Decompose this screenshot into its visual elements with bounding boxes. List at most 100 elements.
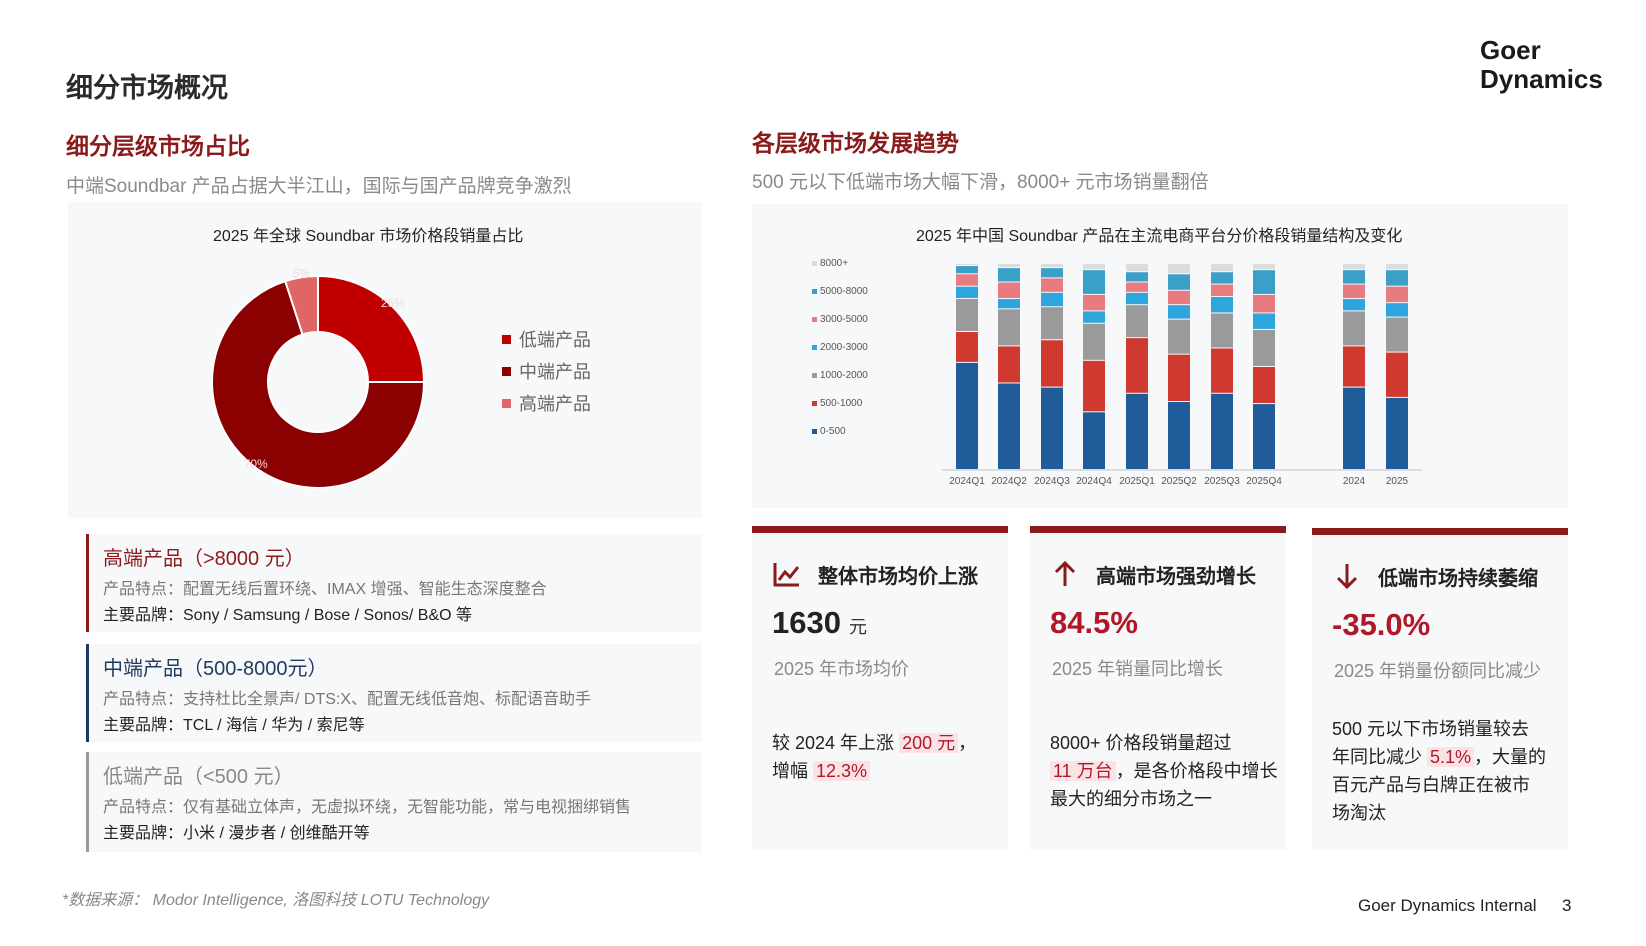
right-section-subtitle: 500 元以下低端市场大幅下滑，8000+ 元市场销量翻倍 — [752, 172, 1209, 193]
bar-segment-2025Q2-1000-2000 — [1168, 319, 1190, 354]
bar-legend-swatch — [812, 317, 817, 322]
bar-segment-2025Q1-3000-5000 — [1126, 282, 1148, 292]
desc-highlight: 5.1% — [1427, 747, 1475, 767]
bar-segment-2024Q3-500-1000 — [1041, 340, 1063, 387]
bar-segment-2025Q1-1000-2000 — [1126, 305, 1148, 338]
bar-legend-swatch — [812, 401, 817, 406]
tier-brands: 主要品牌：TCL / 海信 / 华为 / 索尼等 — [103, 717, 365, 734]
stat-title: 低端市场持续萎缩 — [1378, 567, 1538, 590]
bar-segment-2025-2000-3000 — [1386, 303, 1408, 317]
right-section-title: 各层级市场发展趋势 — [752, 130, 959, 156]
bar-segment-2024Q4-8000+ — [1083, 264, 1105, 270]
tier-card: 中端产品（500-8000元） 产品特点：支持杜比全景声/ DTS:X、配置无线低… — [86, 644, 702, 742]
page-title: 细分市场概况 — [66, 73, 228, 103]
bar-segment-2024-2000-3000 — [1343, 299, 1365, 311]
tier-features: 产品特点：仅有基础立体声，无虚拟环绕，无智能功能，常与电视捆绑销售 — [103, 799, 632, 816]
bar-segment-2024Q4-500-1000 — [1083, 360, 1105, 412]
bar-segment-2025Q2-500-1000 — [1168, 354, 1190, 402]
bar-legend-label: 0-500 — [820, 426, 846, 437]
bar-segment-2025Q3-3000-5000 — [1211, 284, 1233, 296]
x-tick-label: 2025 — [1386, 476, 1409, 487]
desc-text: 百元产品与白牌正在被市 — [1332, 775, 1530, 795]
bar-segment-2024Q4-0-500 — [1083, 412, 1105, 469]
left-section-subtitle: 中端Soundbar 产品占据大半江山，国际与国产品牌竞争激烈 — [66, 176, 572, 197]
logo-line-2: Dynamics — [1480, 64, 1603, 94]
stat-value-unit: 元 — [848, 617, 867, 637]
tier-features: 产品特点：支持杜比全景声/ DTS:X、配置无线低音炮、标配语音助手 — [103, 691, 592, 708]
bar-segment-2024Q4-3000-5000 — [1083, 294, 1105, 311]
donut-slice-0 — [317, 274, 426, 383]
legend-swatch — [502, 334, 511, 344]
bar-legend-label: 8000+ — [820, 258, 848, 269]
bar-segment-2024Q3-5000-8000 — [1041, 268, 1063, 278]
bar-segment-2024-3000-5000 — [1343, 284, 1365, 299]
company-logo: Goer Dynamics — [1480, 36, 1603, 94]
bar-segment-2024-0-500 — [1343, 387, 1365, 469]
bar-segment-2024Q1-500-1000 — [956, 331, 978, 362]
stat-title: 整体市场均价上涨 — [818, 565, 978, 588]
stat-card-avg-price: 整体市场均价上涨 1630 元 2025 年市场均价 较 2024 年上涨 200… — [752, 526, 1008, 850]
desc-text: 较 2024 年上涨 — [772, 733, 895, 753]
bar-segment-2025Q1-8000+ — [1126, 264, 1148, 272]
donut-data-label: 70% — [244, 457, 268, 471]
legend-item: 低端产品 — [502, 326, 591, 352]
legend-swatch — [502, 366, 511, 376]
bar-segment-2025Q1-2000-3000 — [1126, 292, 1148, 305]
stat-card-low-end: 低端市场持续萎缩 -35.0% 2025 年销量份额同比减少 500 元以下市场… — [1312, 528, 1568, 850]
bar-segment-2024Q1-1000-2000 — [956, 299, 978, 331]
desc-text: ， — [958, 733, 977, 753]
bar-segment-2024Q2-5000-8000 — [998, 268, 1020, 282]
donut-slice-1 — [211, 279, 426, 489]
bar-segment-2025Q2-3000-5000 — [1168, 290, 1190, 305]
bar-segment-2025Q4-2000-3000 — [1253, 313, 1275, 329]
desc-text: 最大的细分市场之一 — [1050, 789, 1212, 809]
x-tick-label: 2024Q2 — [991, 476, 1027, 487]
page-number: 3 — [1562, 896, 1572, 915]
bar-chart-title: 2025 年中国 Soundbar 产品在主流电商平台分价格段销量结构及变化 — [916, 228, 1403, 245]
bar-segment-2024Q3-1000-2000 — [1041, 307, 1063, 340]
bar-segment-2024-8000+ — [1343, 264, 1365, 270]
stacked-bar-chart: 2024Q1 2024Q2 2024Q3 2024Q4 2025Q1 2025Q2 2025… — [812, 258, 1422, 487]
donut-slice-2 — [283, 274, 319, 336]
bar-chart-panel: 2025 年中国 Soundbar 产品在主流电商平台分价格段销量结构及变化 2… — [752, 204, 1568, 508]
bar-segment-2024Q2-2000-3000 — [998, 299, 1020, 309]
stat-label: 2025 年市场均价 — [774, 659, 910, 679]
x-tick-label: 2024Q4 — [1076, 476, 1112, 487]
bar-legend-label: 5000-8000 — [820, 286, 868, 297]
stat-card-high-end: 高端市场强劲增长 84.5% 2025 年销量同比增长 8000+ 价格段销量超… — [1030, 526, 1286, 850]
donut-chart: 25% 70% 5% — [211, 266, 426, 489]
x-tick-label: 2025Q2 — [1161, 476, 1197, 487]
bar-legend-swatch — [812, 429, 817, 434]
desc-highlight: 200 元 — [899, 733, 959, 753]
donut-data-label: 25% — [381, 296, 405, 310]
bar-segment-2024Q3-3000-5000 — [1041, 278, 1063, 292]
desc-text: 8000+ 价格段销量超过 — [1050, 733, 1232, 753]
bar-segment-2025Q2-8000+ — [1168, 264, 1190, 274]
tier-card: 低端产品（<500 元） 产品特点：仅有基础立体声，无虚拟环绕，无智能功能，常与电… — [86, 752, 702, 852]
stat-description: 较 2024 年上涨 200 元， 增幅 12.3% — [772, 729, 976, 785]
x-tick-label: 2024 — [1343, 476, 1366, 487]
bar-legend-label: 2000-3000 — [820, 342, 868, 353]
bar-segment-2024Q3-8000+ — [1041, 264, 1063, 268]
bar-segment-2025Q3-500-1000 — [1211, 348, 1233, 393]
bar-segment-2025Q4-5000-8000 — [1253, 270, 1275, 294]
bar-segment-2025Q3-0-500 — [1211, 393, 1233, 469]
bar-segment-2025Q3-5000-8000 — [1211, 272, 1233, 284]
stat-description: 8000+ 价格段销量超过 11 万台 ，是各价格段中增长 最大的细分市场之一 — [1050, 729, 1278, 813]
x-tick-label: 2024Q1 — [949, 476, 985, 487]
bar-segment-2025-3000-5000 — [1386, 286, 1408, 303]
bar-segment-2025Q4-3000-5000 — [1253, 294, 1275, 313]
bar-segment-2024Q4-5000-8000 — [1083, 270, 1105, 294]
desc-text: 年同比减少 — [1332, 747, 1422, 767]
bar-segment-2024Q1-5000-8000 — [956, 266, 978, 274]
bar-segment-2025Q2-2000-3000 — [1168, 305, 1190, 319]
bar-segment-2025-0-500 — [1386, 397, 1408, 469]
stat-value: -35.0% — [1332, 607, 1431, 642]
bar-segment-2025-8000+ — [1386, 264, 1408, 270]
bar-segment-2024Q4-1000-2000 — [1083, 323, 1105, 360]
bar-legend-swatch — [812, 345, 817, 350]
legend-item: 中端产品 — [502, 358, 591, 384]
desc-text: 500 元以下市场销量较去 — [1332, 719, 1530, 739]
bar-segment-2024Q4-2000-3000 — [1083, 311, 1105, 323]
bar-segment-2024Q1-8000+ — [956, 264, 978, 266]
